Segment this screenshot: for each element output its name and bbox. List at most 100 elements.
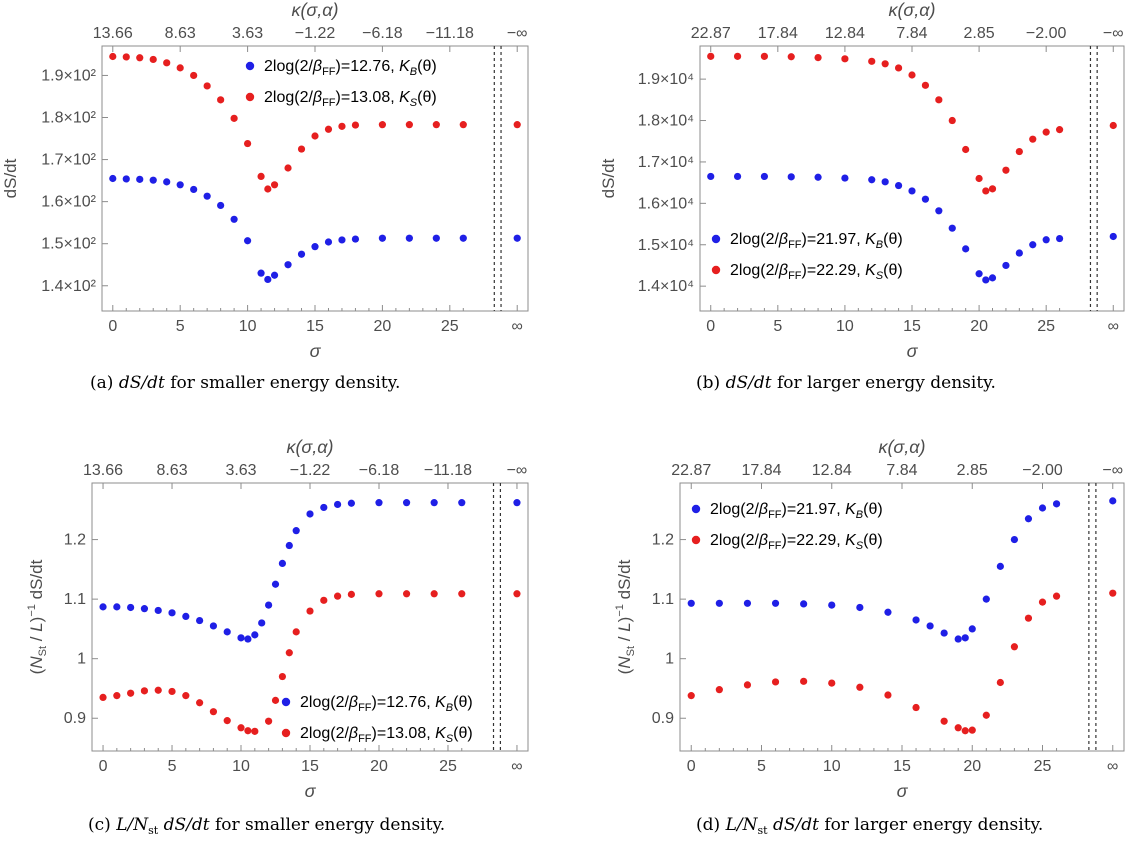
infinity-point xyxy=(1109,232,1117,241)
y-tick-label: 1.7×10⁴ xyxy=(638,154,694,171)
top-axis-label: κ(σ,α) xyxy=(878,437,925,457)
chart-panel-b: 0 5 10 15 20 25 ∞ 22.87 17.84 12.84 7.84 2.85 −2.00 −… xyxy=(599,0,1125,393)
legend-marker xyxy=(281,697,291,707)
data-point xyxy=(284,261,292,269)
legend-entry: 2log(2/βFF)=12.76, KB(θ) xyxy=(264,58,437,78)
data-point xyxy=(182,612,190,621)
y-tick-label: 0.9 xyxy=(64,710,86,727)
data-point xyxy=(982,276,990,284)
data-point xyxy=(237,724,245,732)
data-point xyxy=(136,175,144,183)
legend-marker xyxy=(245,61,255,71)
x-tick-label: 20 xyxy=(374,318,392,335)
data-point xyxy=(154,686,162,694)
y-tick-label: 1 xyxy=(665,651,674,668)
x-tick-label: ∞ xyxy=(511,758,522,775)
x-tick-label: 25 xyxy=(441,318,459,335)
top-tick-label: 17.84 xyxy=(758,25,798,42)
data-point xyxy=(894,181,903,190)
data-point xyxy=(311,243,319,251)
data-point xyxy=(402,499,411,507)
data-point xyxy=(828,601,836,609)
y-tick-label: 1 xyxy=(77,651,86,668)
data-point xyxy=(306,607,314,615)
data-point xyxy=(982,187,990,195)
data-point xyxy=(375,590,383,598)
x-axis-label: σ xyxy=(310,341,322,361)
data-point xyxy=(149,176,157,184)
data-point xyxy=(122,53,130,61)
top-tick-label: −11.18 xyxy=(424,462,472,479)
data-point xyxy=(975,270,983,278)
legend-marker xyxy=(691,535,701,545)
data-point xyxy=(257,172,265,180)
top-axis-label: κ(σ,α) xyxy=(286,437,333,457)
data-point xyxy=(841,174,849,182)
data-point xyxy=(458,590,466,598)
data-point xyxy=(940,629,948,637)
data-point xyxy=(935,207,943,215)
chart-panel-c: 0 5 10 15 20 25 ∞ 13.66 8.63 3.63 −1.22 −6.18 −11.18… xyxy=(26,437,529,837)
figure-caption: (b) dS/dt for larger energy density. xyxy=(696,373,996,393)
y-tick-label: 1.6×10² xyxy=(41,194,96,211)
data-point xyxy=(297,250,306,258)
data-point xyxy=(908,187,916,195)
data-point xyxy=(814,173,822,181)
y-tick-label: 1.4×10⁴ xyxy=(638,278,694,295)
top-tick-label: −6.18 xyxy=(359,462,400,479)
legend-entry: 2log(2/βFF)=21.97, KB(θ) xyxy=(730,231,903,251)
legend-entry: 2log(2/βFF)=13.08, KS(θ) xyxy=(264,89,437,109)
data-point xyxy=(1024,614,1033,622)
top-tick-label: 13.66 xyxy=(93,25,133,42)
data-point xyxy=(99,693,107,702)
top-tick-label: −11.18 xyxy=(426,25,474,42)
data-point xyxy=(265,601,273,609)
data-point xyxy=(196,616,204,625)
data-point xyxy=(278,559,287,568)
data-point xyxy=(324,238,333,246)
x-tick-label: 15 xyxy=(893,758,911,775)
data-point xyxy=(1024,515,1033,523)
data-point xyxy=(113,603,121,611)
data-point xyxy=(375,499,383,507)
data-point xyxy=(265,717,273,725)
data-point xyxy=(996,678,1004,687)
top-tick-label: 12.84 xyxy=(825,25,865,42)
top-tick-label: 8.63 xyxy=(165,25,196,42)
x-tick-label: 0 xyxy=(706,318,715,335)
data-point xyxy=(687,599,695,607)
x-axis-label: σ xyxy=(897,781,909,801)
y-axis-label: dS/dt xyxy=(599,158,618,198)
y-tick-label: 1.5×10² xyxy=(41,236,96,253)
data-point xyxy=(109,174,117,183)
data-point xyxy=(881,60,889,68)
data-point xyxy=(1002,166,1010,174)
legend-marker xyxy=(711,234,721,244)
data-point xyxy=(954,635,962,643)
data-point xyxy=(760,172,769,181)
data-point xyxy=(715,686,723,694)
data-point xyxy=(828,679,836,687)
top-tick-label: 3.63 xyxy=(225,462,256,479)
data-point xyxy=(1042,128,1050,136)
x-axis-label: σ xyxy=(305,781,317,801)
data-point xyxy=(333,592,342,600)
series-red xyxy=(99,590,521,735)
top-tick-label: 2.85 xyxy=(957,462,988,479)
data-point xyxy=(975,174,983,183)
data-point xyxy=(459,121,467,129)
legend-marker xyxy=(245,92,255,102)
data-point xyxy=(432,234,440,242)
data-point xyxy=(868,57,876,65)
top-tick-label: −∞ xyxy=(1103,25,1124,42)
data-point xyxy=(251,727,259,735)
data-point xyxy=(881,178,889,186)
x-tick-label: 5 xyxy=(773,318,782,335)
legend-entry: 2log(2/βFF)=12.76, KB(θ) xyxy=(300,694,473,714)
infinity-point xyxy=(1109,121,1117,130)
data-point xyxy=(320,596,328,604)
data-point xyxy=(1055,234,1064,243)
legend-marker xyxy=(691,504,701,514)
data-point xyxy=(149,55,157,64)
